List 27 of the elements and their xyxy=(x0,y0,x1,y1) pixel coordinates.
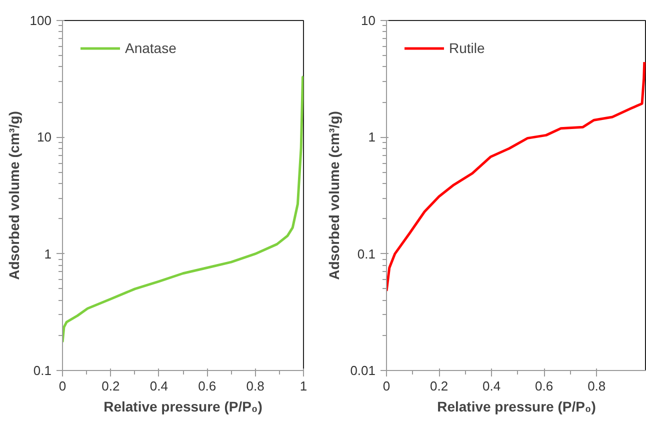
legend-label: Anatase xyxy=(125,40,176,56)
legend-label: Rutile xyxy=(449,40,485,56)
x-axis-title: Relative pressure (P/P₀) xyxy=(437,398,596,414)
y-axis-title: Adsorbed volume (cm³/g) xyxy=(326,111,342,280)
y-tick-label: 100 xyxy=(30,13,52,28)
y-tick-label: 0.1 xyxy=(357,246,376,262)
y-tick-label: 0.1 xyxy=(33,363,52,378)
x-tick-label: 0.6 xyxy=(198,378,216,394)
y-tick-label: 1 xyxy=(44,246,52,262)
x-axis-title: Relative pressure (P/P₀) xyxy=(104,398,262,414)
x-tick-label: 0.8 xyxy=(588,378,606,394)
x-tick-label: 0.8 xyxy=(246,378,264,394)
line-series xyxy=(62,75,304,344)
y-tick-label: 10 xyxy=(361,13,376,28)
y-axis-title: Adsorbed volume (cm³/g) xyxy=(6,111,22,280)
x-tick-label: 0 xyxy=(58,378,66,394)
x-tick-label: 0 xyxy=(382,378,390,394)
y-tick-label: 10 xyxy=(37,130,52,145)
x-tick-label: 1 xyxy=(300,378,308,394)
x-tick-label: 0.2 xyxy=(430,378,448,394)
y-tick-label: 0.01 xyxy=(350,363,376,378)
x-tick-label: 0.6 xyxy=(535,378,554,394)
line-series xyxy=(386,60,646,292)
x-tick-label: 0.4 xyxy=(482,378,501,394)
y-tick-label: 1 xyxy=(368,130,376,145)
x-tick-label: 0.2 xyxy=(102,378,120,394)
x-tick-label: 0.4 xyxy=(150,378,168,394)
